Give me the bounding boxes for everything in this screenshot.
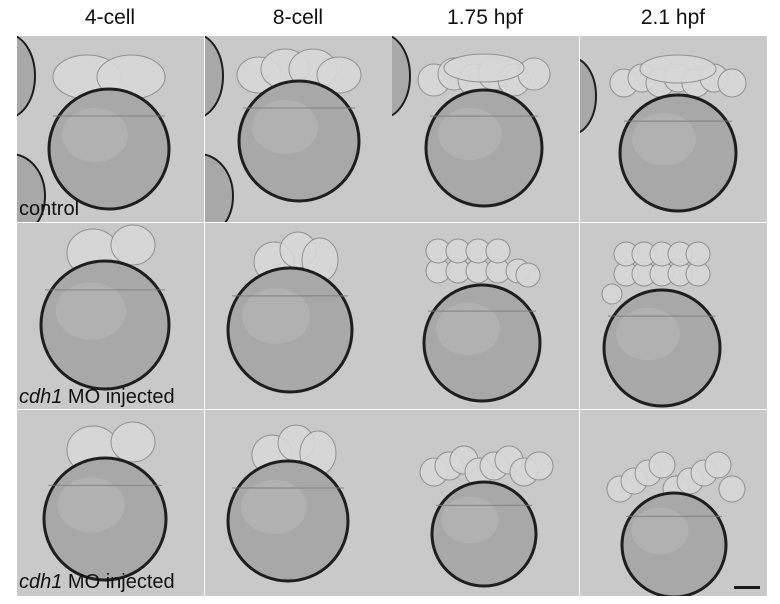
embryo-panel-r3-c3: [392, 410, 579, 596]
column-header-2-1-hpf: 2.1 hpf: [640, 6, 706, 29]
row-label-cdh1-mo-2: cdh1 MO injected: [19, 571, 175, 594]
embryo-micrograph: [580, 223, 767, 409]
embryo-panel-r3-c2: [205, 410, 392, 596]
embryo-micrograph: [580, 36, 767, 222]
column-header-8-cell: 8-cell: [272, 6, 324, 29]
embryo-micrograph: [17, 410, 204, 596]
embryo-panel-r2-c2: [205, 223, 392, 409]
embryo-panel-r1-c3: [392, 36, 579, 222]
embryo-micrograph: [205, 410, 392, 596]
embryo-micrograph: [392, 36, 579, 222]
row-label-control-text: control: [19, 198, 80, 220]
embryo-panel-r3-c4: [580, 410, 767, 596]
row-label-control: control: [19, 198, 79, 221]
embryo-panel-r2-c3: [392, 223, 579, 409]
embryo-image-grid: [17, 36, 767, 598]
embryo-micrograph: [205, 223, 392, 409]
column-header-1-75-hpf: 1.75 hpf: [447, 6, 523, 29]
embryo-panel-r2-c4: [580, 223, 767, 409]
scale-bar: [734, 586, 760, 589]
embryo-panel-r1-c4: [580, 36, 767, 222]
row-label-cdh1-mo-1-italic: cdh1: [19, 386, 63, 408]
row-label-cdh1-mo-2-text: MO injected: [62, 571, 175, 593]
embryo-panel-r2-c1: [17, 223, 204, 409]
embryo-micrograph: [17, 223, 204, 409]
column-header-4-cell: 4-cell: [84, 6, 136, 29]
embryo-panel-r1-c1: [17, 36, 204, 222]
embryo-micrograph: [392, 410, 579, 596]
embryo-panel-r3-c1: [17, 410, 204, 596]
row-label-cdh1-mo-2-italic: cdh1: [19, 571, 63, 593]
embryo-panel-r1-c2: [205, 36, 392, 222]
embryo-micrograph: [580, 410, 767, 596]
embryo-micrograph: [392, 223, 579, 409]
row-label-cdh1-mo-1-text: MO injected: [62, 386, 175, 408]
row-label-cdh1-mo-1: cdh1 MO injected: [19, 386, 175, 409]
embryo-micrograph: [205, 36, 392, 222]
embryo-micrograph: [17, 36, 204, 222]
